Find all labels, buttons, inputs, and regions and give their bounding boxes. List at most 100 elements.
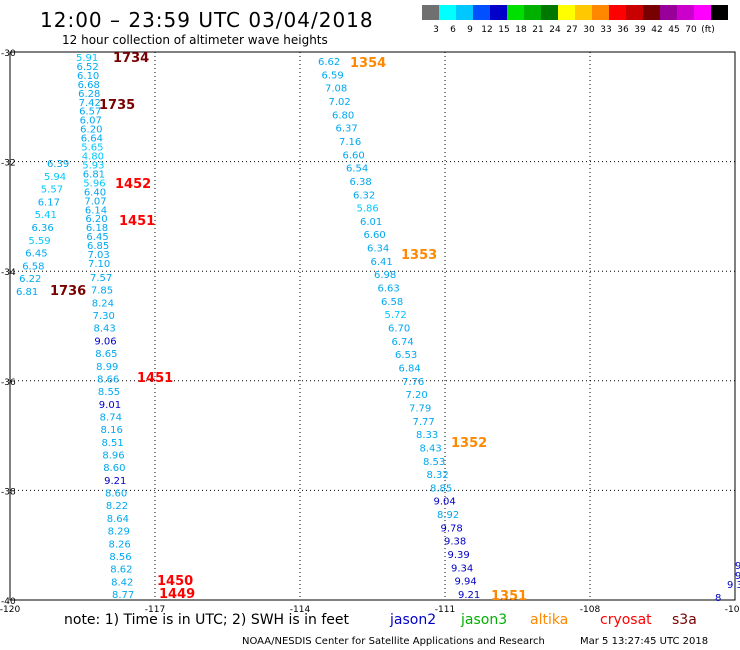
swh-reading: 6.84 [399, 363, 421, 374]
swh-reading: 6.28 [78, 89, 100, 100]
scale-label: 18 [515, 25, 527, 35]
swh-reading: 5.94 [44, 172, 66, 183]
swh-reading: 8.96 [102, 451, 124, 462]
lon-tick-label: -111 [435, 605, 455, 615]
swh-reading: 8.32 [427, 470, 449, 481]
swh-reading: 6.32 [353, 190, 375, 201]
scale-swatch [660, 5, 677, 20]
lat-tick-label: -34 [1, 268, 16, 278]
swh-reading: 8.92 [437, 510, 459, 521]
scale-swatch [626, 5, 643, 20]
swh-reading: 4.80 [82, 152, 104, 163]
lat-tick-label: -40 [1, 597, 16, 607]
swh-reading: 8.74 [100, 412, 122, 423]
scale-swatch [592, 5, 609, 20]
swh-reading: 6.62 [318, 57, 340, 68]
swh-reading: 7.08 [325, 84, 347, 95]
swh-reading: 8.33 [416, 430, 438, 441]
time-label: 1354 [350, 56, 386, 71]
legend-altika: altika [530, 612, 569, 628]
swh-reading: 8.42 [111, 577, 133, 588]
scale-swatch [507, 5, 524, 20]
lat-tick-label: -30 [1, 49, 16, 59]
swh-reading: 6.64 [81, 134, 103, 145]
swh-reading: 8.26 [108, 539, 130, 550]
swh-reading: 8.43 [94, 324, 116, 335]
lon-tick-label: -114 [290, 605, 311, 615]
swh-reading: 6.70 [388, 324, 410, 335]
swh-reading: 8.60 [103, 463, 125, 474]
scale-swatch [490, 5, 507, 20]
swh-reading: 6.74 [392, 337, 414, 348]
scale-label: 27 [566, 25, 577, 35]
legend-s3a: s3a [672, 612, 697, 628]
swh-reading: 7.03 [87, 250, 109, 261]
time-label: 1449 [159, 587, 195, 602]
swh-reading: 6.45 [86, 232, 108, 243]
swh-reading: 9.21 [104, 476, 126, 487]
swh-reading: 9.32 [727, 580, 740, 591]
swh-reading: 6.54 [346, 164, 368, 175]
time-label: 1736 [50, 284, 86, 299]
swh-reading: 8.62 [110, 565, 132, 576]
swh-reading: 6.38 [350, 177, 372, 188]
swh-reading: 7.85 [91, 286, 113, 297]
swh-reading: 6.34 [367, 244, 389, 255]
swh-reading: 8.16 [101, 425, 123, 436]
swh-reading: 8.56 [109, 552, 131, 563]
swh-reading: 9.21 [458, 590, 480, 601]
scale-swatch [694, 5, 711, 20]
swh-reading: 8 [715, 593, 721, 604]
scale-swatch [439, 5, 456, 20]
map-frame [9, 51, 736, 601]
scale-label: 36 [617, 25, 629, 35]
timestamp: Mar 5 13:27:45 UTC 2018 [580, 636, 709, 647]
swh-reading: 5.57 [41, 185, 63, 196]
scale-swatch [677, 5, 694, 20]
lon-tick-label: -108 [580, 605, 601, 615]
legend-jason2: jason2 [390, 612, 437, 628]
scale-swatch [524, 5, 541, 20]
scale-label: 24 [549, 25, 561, 35]
swh-reading: 6.60 [364, 230, 386, 241]
swh-reading: 6.57 [79, 107, 101, 118]
swh-reading: 8.43 [420, 443, 442, 454]
swh-reading: 6.22 [19, 274, 41, 285]
scale-swatch [575, 5, 592, 20]
scale-label: 42 [651, 25, 662, 35]
time-label: 1451 [137, 371, 173, 386]
swh-reading: 6.41 [371, 257, 393, 268]
swh-reading: 6.68 [78, 80, 100, 91]
scale-label: 30 [583, 25, 595, 35]
swh-reading: 6.60 [343, 150, 365, 161]
scale-label: 21 [532, 25, 543, 35]
swh-reading: 9.34 [451, 563, 473, 574]
swh-reading: 6.52 [77, 62, 99, 73]
swh-reading: 6.59 [322, 70, 344, 81]
scale-label: 3 [433, 25, 439, 35]
swh-reading: 8.60 [105, 489, 127, 500]
swh-reading: 7.16 [339, 137, 361, 148]
lat-tick-label: -38 [1, 487, 16, 497]
swh-reading: 7.57 [90, 273, 112, 284]
swh-reading: 7.02 [329, 97, 351, 108]
swh-reading: 7.79 [409, 403, 431, 414]
scale-swatch [456, 5, 473, 20]
time-label: 1735 [99, 98, 135, 113]
swh-reading: 9.06 [94, 336, 116, 347]
swh-reading: 7.30 [93, 311, 115, 322]
swh-reading: 6.17 [38, 197, 60, 208]
scale-swatch [541, 5, 558, 20]
swh-reading: 5.96 [83, 178, 105, 189]
time-label: 1352 [451, 436, 487, 451]
swh-reading: 6.01 [360, 217, 382, 228]
swh-reading: 6.81 [16, 287, 38, 298]
swh-reading: 5.93 [82, 160, 104, 171]
swh-reading: 8.64 [107, 514, 129, 525]
swh-reading: 6.53 [395, 350, 417, 361]
scale-label: 45 [668, 25, 679, 35]
swh-reading: 6.40 [84, 187, 106, 198]
swh-reading: 5.86 [357, 204, 379, 215]
swh-reading: 8.24 [92, 298, 114, 309]
swh-reading: 9 [735, 561, 740, 572]
